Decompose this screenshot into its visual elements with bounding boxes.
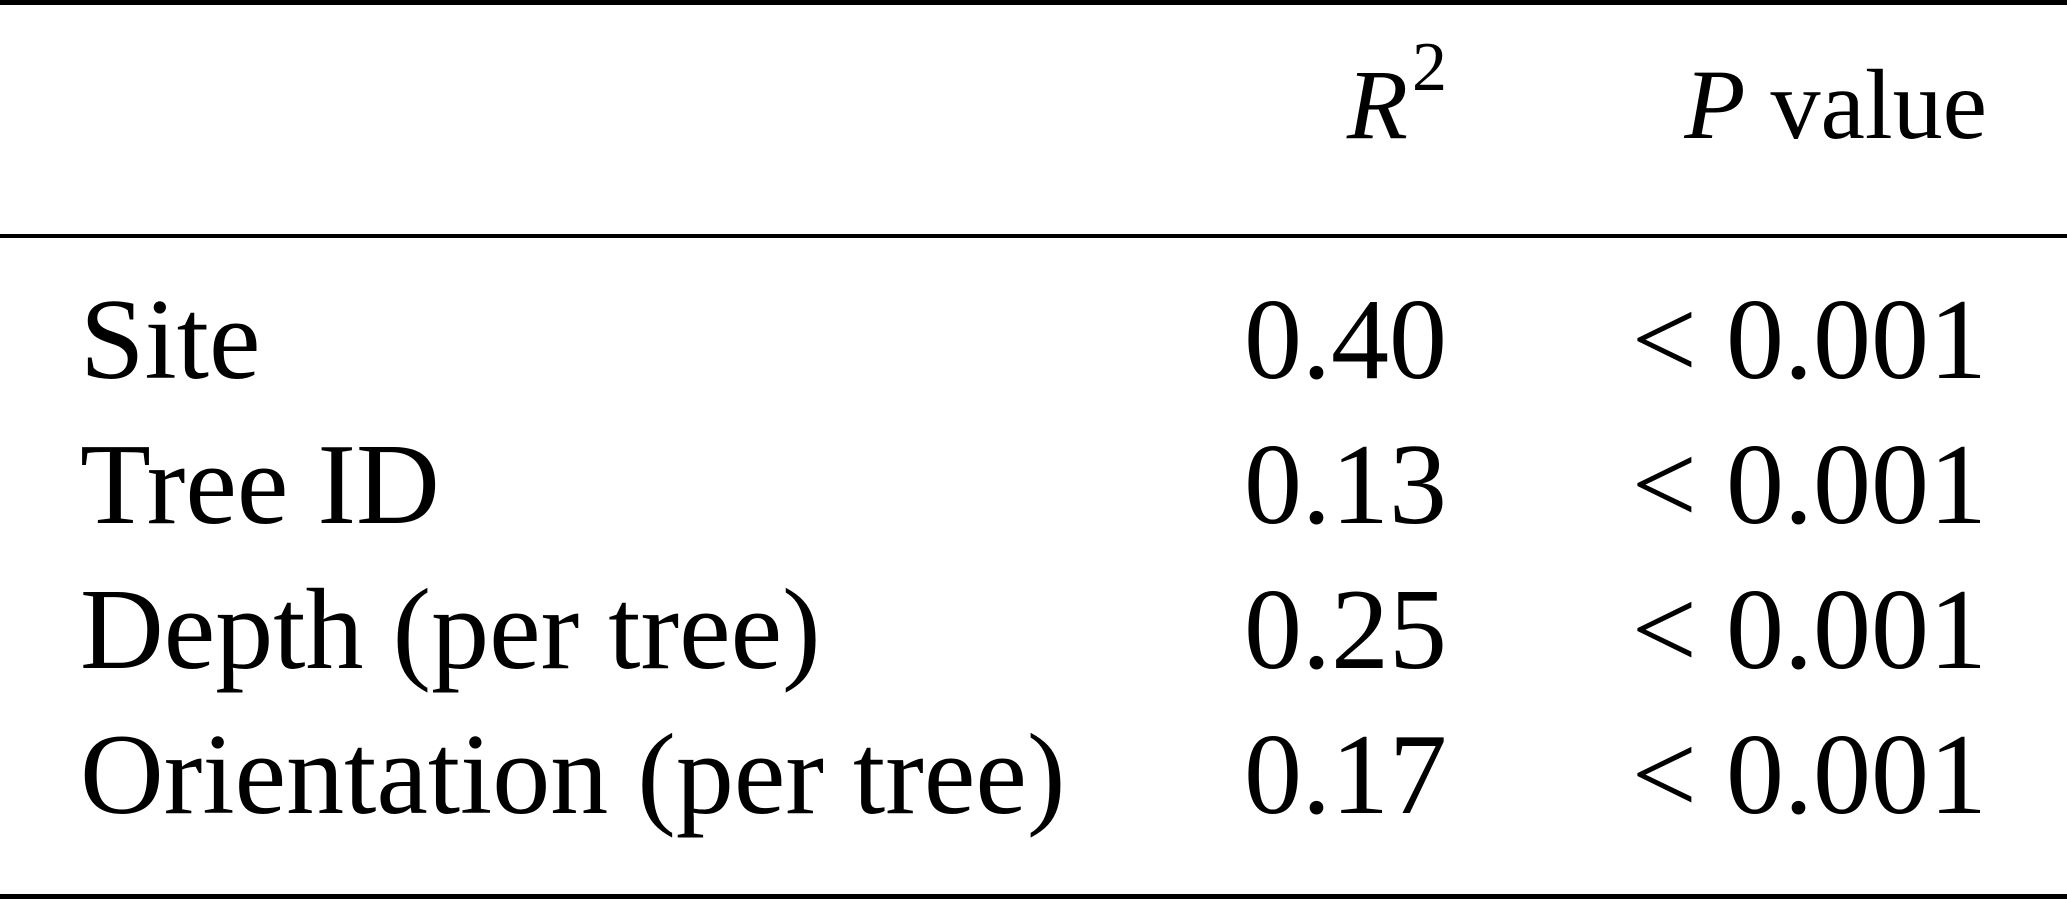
row-p-value: < 0.001: [1631, 711, 1987, 839]
row-r-squared: 0.17: [1244, 711, 1447, 839]
table-row: Orientation (per tree) 0.17 < 0.001: [0, 703, 2067, 848]
top-rule: [0, 0, 2067, 5]
table-row: Site 0.40 < 0.001: [0, 268, 2067, 413]
header-r-superscript: 2: [1412, 29, 1447, 106]
table-row: Tree ID 0.13 < 0.001: [0, 413, 2067, 558]
bottom-rule: [0, 894, 2067, 899]
row-p-value: < 0.001: [1631, 421, 1987, 549]
row-label: Tree ID: [80, 421, 440, 549]
row-label: Site: [80, 276, 261, 404]
header-p-value: P value: [1684, 40, 1987, 170]
row-r-squared: 0.13: [1244, 421, 1447, 549]
row-p-value: < 0.001: [1631, 566, 1987, 694]
table-row: Depth (per tree) 0.25 < 0.001: [0, 558, 2067, 703]
row-label: Orientation (per tree): [80, 711, 1066, 839]
header-p-suffix: value: [1770, 49, 1987, 160]
header-r-symbol: R: [1346, 49, 1408, 160]
header-r-squared: R2: [1346, 29, 1447, 170]
row-p-value: < 0.001: [1631, 276, 1987, 404]
header-p-symbol: P: [1684, 49, 1746, 160]
row-r-squared: 0.40: [1244, 276, 1447, 404]
row-label: Depth (per tree): [80, 566, 821, 694]
row-r-squared: 0.25: [1244, 566, 1447, 694]
header-rule: [0, 234, 2067, 238]
table-body: Site 0.40 < 0.001 Tree ID 0.13 < 0.001 D…: [0, 268, 2067, 848]
